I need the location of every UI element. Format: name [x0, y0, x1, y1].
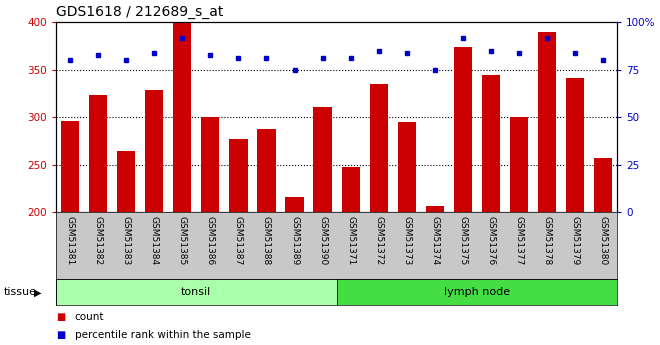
Text: GSM51384: GSM51384	[150, 216, 159, 265]
Bar	[482, 75, 500, 212]
Bar	[337, 279, 617, 305]
Text: ▶: ▶	[34, 287, 42, 297]
Bar	[145, 90, 164, 212]
Text: GSM51387: GSM51387	[234, 216, 243, 265]
Bar	[453, 47, 472, 212]
Bar	[257, 129, 276, 212]
Text: GSM51375: GSM51375	[458, 216, 467, 265]
Text: GSM51388: GSM51388	[262, 216, 271, 265]
Text: count: count	[75, 312, 104, 322]
Text: GSM51380: GSM51380	[599, 216, 608, 265]
Text: ■: ■	[56, 312, 65, 322]
Text: GSM51378: GSM51378	[543, 216, 552, 265]
Text: ■: ■	[56, 330, 65, 340]
Bar	[201, 117, 220, 212]
Bar	[341, 167, 360, 212]
Text: GSM51371: GSM51371	[346, 216, 355, 265]
Text: percentile rank within the sample: percentile rank within the sample	[75, 330, 250, 340]
Text: GSM51373: GSM51373	[402, 216, 411, 265]
Text: GSM51385: GSM51385	[178, 216, 187, 265]
Bar	[538, 32, 556, 212]
Bar	[566, 78, 584, 212]
Text: GSM51383: GSM51383	[121, 216, 131, 265]
Text: GSM51374: GSM51374	[430, 216, 440, 265]
Text: GSM51376: GSM51376	[486, 216, 496, 265]
Bar	[229, 139, 248, 212]
Bar	[314, 107, 332, 212]
Text: GSM51372: GSM51372	[374, 216, 383, 265]
Bar	[510, 117, 528, 212]
Text: GDS1618 / 212689_s_at: GDS1618 / 212689_s_at	[56, 5, 224, 19]
Bar	[426, 206, 444, 212]
Bar	[89, 96, 108, 212]
Bar	[173, 23, 191, 212]
Text: GSM51390: GSM51390	[318, 216, 327, 265]
Text: tissue: tissue	[3, 287, 36, 297]
Bar	[594, 158, 612, 212]
Text: GSM51377: GSM51377	[514, 216, 523, 265]
Bar	[117, 150, 135, 212]
Text: GSM51386: GSM51386	[206, 216, 215, 265]
Bar	[285, 197, 304, 212]
Bar	[61, 121, 79, 212]
Text: tonsil: tonsil	[182, 287, 211, 297]
Bar	[56, 279, 337, 305]
Text: GSM51382: GSM51382	[94, 216, 103, 265]
Text: GSM51379: GSM51379	[570, 216, 579, 265]
Text: lymph node: lymph node	[444, 287, 510, 297]
Bar	[370, 84, 388, 212]
Text: GSM51389: GSM51389	[290, 216, 299, 265]
Bar	[397, 122, 416, 212]
Text: GSM51381: GSM51381	[65, 216, 75, 265]
